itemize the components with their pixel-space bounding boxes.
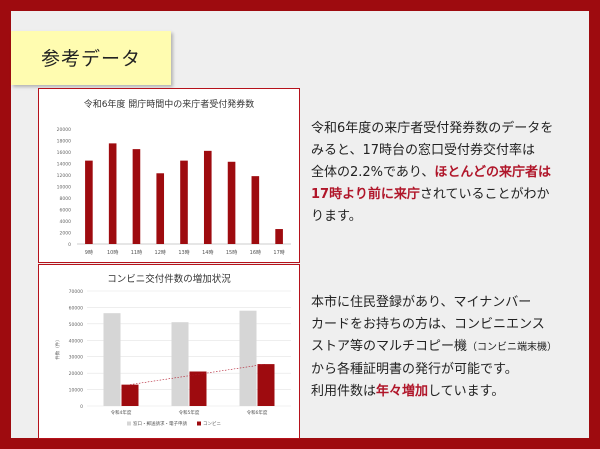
desc1-highlight-2: 17時より前に来庁	[311, 187, 420, 202]
desc2-line5c: しています。	[428, 384, 505, 399]
desc2-line4: から各種証明書の発行が可能です。	[311, 362, 518, 377]
chart2-ytick-label: 60000	[69, 305, 83, 311]
chart1-bar	[108, 143, 117, 244]
chart1-bar	[275, 229, 283, 244]
chart1-bar	[203, 150, 212, 244]
desc1-highlight-1: ほとんどの来庁者は	[434, 165, 552, 180]
chart2-bar-convenience	[121, 384, 139, 406]
chart2-ytick-label: 30000	[69, 355, 83, 361]
chart1-ytick-label: 0	[68, 242, 71, 248]
desc2-highlight: 年々増加	[376, 384, 429, 399]
chart2-bar-counter	[103, 313, 121, 406]
chart2-ytick-label: 10000	[69, 388, 83, 394]
chart1-xtick-label: 15時	[226, 250, 237, 256]
desc1-line3: 全体の2.2%であり、ほとんどの来庁者は	[311, 162, 586, 184]
chart1-xtick-label: 11時	[131, 250, 142, 256]
desc2-line5: 利用件数は年々増加しています。	[311, 381, 586, 403]
chart1-xtick-label: 10時	[107, 250, 118, 256]
chart2-bar-convenience	[189, 371, 207, 406]
chart1-xtick-label: 13時	[178, 250, 189, 256]
slide-title: 参考データ	[41, 48, 142, 70]
description-2: 本市に住民登録があり、マイナンバー カードをお持ちの方は、コンビニエンス ストア…	[311, 292, 586, 403]
chart2-bar-counter	[239, 310, 257, 406]
chart2-xtick-label: 令和6年度	[247, 409, 268, 416]
desc2-line3: ストア等のマルチコピー機（コンビニ端末機）	[311, 336, 586, 359]
chart2-legend-label: コンビニ	[203, 420, 221, 427]
chart2-bar-convenience	[257, 364, 275, 406]
chart2-xtick-label: 令和5年度	[179, 409, 200, 416]
desc1-line3a: 全体の2.2%であり、	[311, 165, 435, 180]
chart1-xtick-label: 17時	[273, 250, 284, 256]
chart2-legend-swatch	[127, 421, 131, 426]
chart1-xtick-label: 16時	[250, 250, 261, 256]
chart1-bar	[180, 160, 188, 244]
chart1-bar	[85, 160, 93, 244]
chart1-bar	[227, 161, 236, 244]
desc2-line3a: ストア等のマルチコピー機	[311, 339, 468, 354]
desc2-note: （コンビニ端末機）	[467, 342, 558, 353]
chart1-xtick-label: 12時	[155, 250, 166, 256]
chart1-xtick-label: 14時	[202, 250, 213, 256]
chart1-bar	[251, 176, 260, 244]
title-box: 参考データ	[11, 31, 171, 85]
chart2-ytick-label: 20000	[69, 371, 83, 377]
chart1-ytick-label: 14000	[57, 162, 71, 168]
description-1: 令和6年度の来庁者受付発券数のデータを みると、17時台の窓口受付券交付率は 全…	[311, 118, 586, 228]
desc2-line5a: 利用件数は	[311, 384, 377, 399]
desc1-line4b: されていることがわか	[419, 187, 550, 202]
chart2-ytick-label: 0	[80, 404, 83, 410]
chart2-legend-swatch	[197, 421, 201, 426]
chart1-ytick-label: 10000	[57, 185, 71, 191]
chart1-ytick-label: 8000	[60, 196, 72, 202]
chart2-panel: コンビニ交付件数の増加状況 0 10000 20000 30000 40000 50000…	[38, 264, 300, 439]
chart2-svg: 0 10000 20000 30000 40000 50000 60000 70000 件数（件…	[54, 289, 291, 427]
chart1-ytick-label: 2000	[60, 231, 72, 237]
desc1-line4: 17時より前に来庁されていることがわか	[311, 184, 586, 206]
slide: 参考データ 令和6年度 開庁時間中の来庁者受付発券数 0 2000 4000 6000…	[11, 11, 589, 439]
chart1-ytick-label: 4000	[60, 219, 72, 225]
chart1-ytick-label: 18000	[57, 139, 71, 145]
chart1-xtick-label: 9時	[85, 250, 93, 256]
chart1-ytick-label: 20000	[57, 127, 71, 133]
chart2-ytick-label: 40000	[69, 338, 83, 344]
chart2-ylabel: 件数（件）	[54, 337, 61, 360]
desc1-line1: 令和6年度の来庁者受付発券数のデータを	[311, 121, 554, 136]
chart1-bar	[132, 149, 141, 244]
chart1-ytick-label: 12000	[57, 173, 71, 179]
chart1-svg: 0 2000 4000 6000 8000 10000 12000 14000 16000 180…	[57, 127, 291, 256]
desc1-line2: みると、17時台の窓口受付券交付率は	[311, 143, 536, 158]
chart2-title: コンビニ交付件数の増加状況	[107, 274, 231, 285]
desc1-line5: ります。	[311, 209, 362, 224]
desc2-line2: カードをお持ちの方は、コンビニエンス	[311, 317, 545, 332]
chart2-bar-counter	[171, 322, 189, 406]
chart1-ytick-label: 16000	[57, 150, 71, 156]
chart2-xtick-label: 令和4年度	[111, 409, 132, 416]
chart2-legend-label: 窓口・郵送請求・電子申請	[133, 420, 187, 427]
chart1-bar	[156, 173, 165, 244]
chart1-panel: 令和6年度 開庁時間中の来庁者受付発券数 0 2000 4000 6000 8000 10…	[38, 88, 300, 263]
desc2-line1: 本市に住民登録があり、マイナンバー	[311, 295, 532, 310]
chart2-trendline	[129, 363, 267, 385]
chart2-ytick-label: 50000	[69, 322, 83, 328]
chart1-title: 令和6年度 開庁時間中の来庁者受付発券数	[83, 100, 255, 110]
chart1-ytick-label: 6000	[60, 208, 72, 214]
chart2-ytick-label: 70000	[69, 289, 83, 295]
